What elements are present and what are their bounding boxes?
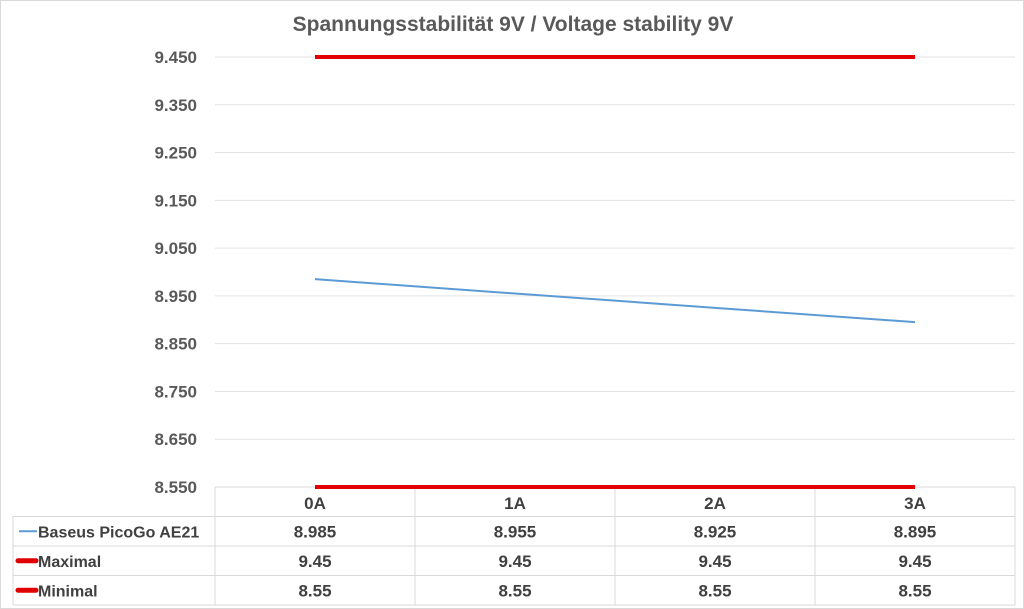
y-tick-label: 8.950 xyxy=(154,287,197,306)
y-tick-label: 9.050 xyxy=(154,239,197,258)
series-line-baseus-picogo-ae21 xyxy=(314,278,916,324)
grid-lines xyxy=(215,56,1015,488)
y-tick-label: 9.150 xyxy=(154,191,197,210)
data-table-value: 8.55 xyxy=(498,581,531,600)
y-axis-ticks: 9.450 9.350 9.250 9.150 9.050 8.950 8.850 8.750… xyxy=(154,48,197,497)
data-table: 0A 1A 2A 3A Baseus PicoGo AE21 8.985 8.955 8.92… xyxy=(12,486,1016,606)
data-table-value: 9.45 xyxy=(298,552,331,571)
category-label: 0A xyxy=(304,494,326,513)
category-label: 3A xyxy=(904,494,926,513)
data-table-value: 8.55 xyxy=(698,581,731,600)
legend-entry: Maximal xyxy=(38,554,101,571)
legend-entry: Baseus PicoGo AE21 xyxy=(38,524,199,541)
data-table-value: 8.955 xyxy=(494,522,537,541)
data-table-value: 9.45 xyxy=(498,552,531,571)
y-tick-label: 8.850 xyxy=(154,335,197,354)
category-label: 1A xyxy=(504,494,526,513)
data-table-value: 9.45 xyxy=(698,552,731,571)
data-table-value: 8.925 xyxy=(694,522,737,541)
series-lines xyxy=(314,55,916,489)
legend-entry: Minimal xyxy=(38,583,98,600)
y-tick-label: 8.750 xyxy=(154,382,197,401)
y-tick-label: 9.350 xyxy=(154,96,197,115)
data-table-value: 9.45 xyxy=(898,552,931,571)
data-table-value: 8.55 xyxy=(898,581,931,600)
y-tick-label: 8.550 xyxy=(154,478,197,497)
data-table-value: 8.985 xyxy=(294,522,337,541)
chart-title: Spannungsstabilität 9V / Voltage stabili… xyxy=(293,13,734,36)
y-tick-label: 9.450 xyxy=(154,48,197,67)
category-label: 2A xyxy=(704,494,726,513)
data-table-value: 8.55 xyxy=(298,581,331,600)
y-tick-label: 8.650 xyxy=(154,430,197,449)
y-tick-label: 9.250 xyxy=(154,144,197,163)
data-table-value: 8.895 xyxy=(894,522,937,541)
